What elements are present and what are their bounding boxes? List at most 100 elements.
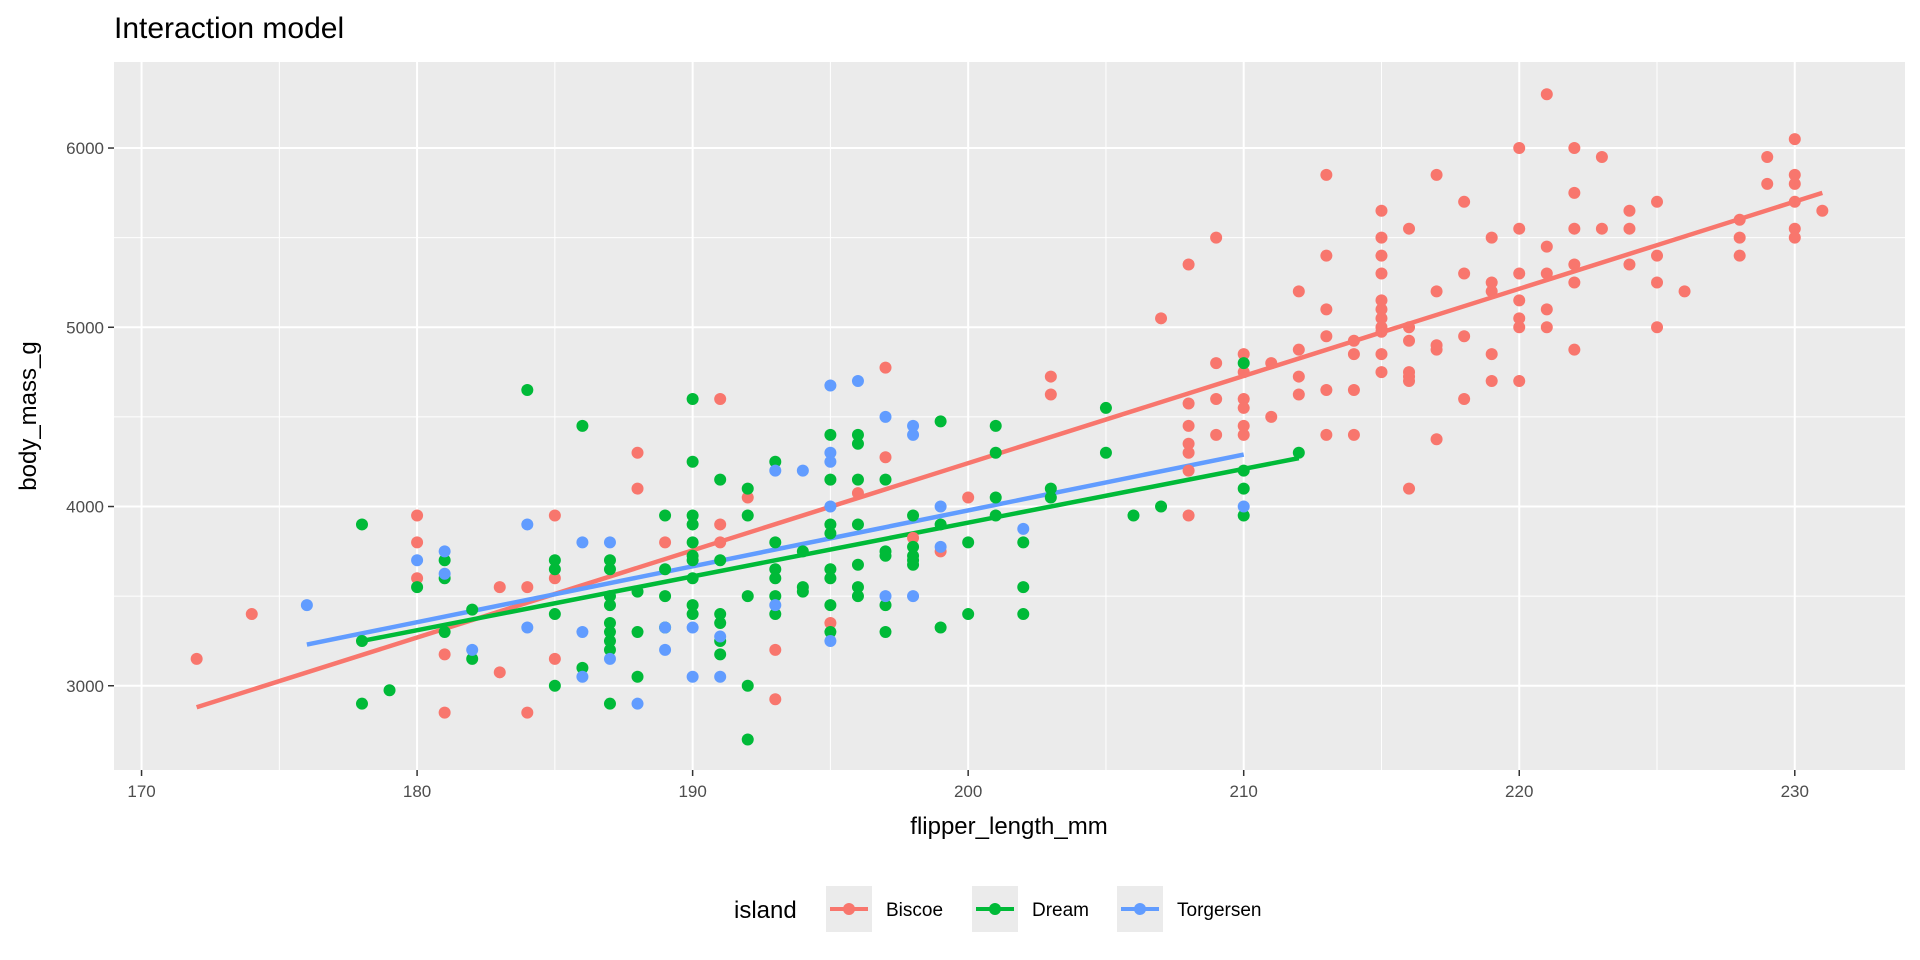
data-point-biscoe <box>521 706 534 719</box>
data-point-biscoe <box>1375 267 1388 280</box>
data-point-dream <box>934 621 947 634</box>
data-point-biscoe <box>1513 375 1526 388</box>
data-point-dream <box>714 648 727 661</box>
data-point-torgersen <box>1017 522 1030 535</box>
data-point-biscoe <box>1375 348 1388 361</box>
data-point-dream <box>1017 608 1030 621</box>
data-point-dream <box>824 527 837 540</box>
data-point-dream <box>411 581 424 594</box>
data-point-biscoe <box>1733 231 1746 244</box>
data-point-dream <box>1099 446 1112 459</box>
data-point-biscoe <box>1540 303 1553 316</box>
data-point-dream <box>686 392 699 405</box>
data-point-biscoe <box>659 536 672 549</box>
data-point-dream <box>603 625 616 638</box>
data-point-dream <box>769 563 782 576</box>
legend-key-point <box>989 903 1001 915</box>
data-point-dream <box>659 563 672 576</box>
data-point-biscoe <box>1347 334 1360 347</box>
data-point-biscoe <box>1403 222 1416 235</box>
data-point-biscoe <box>1788 195 1801 208</box>
data-point-dream <box>686 536 699 549</box>
data-point-dream <box>851 558 864 571</box>
data-point-torgersen <box>907 590 920 603</box>
data-point-torgersen <box>466 643 479 656</box>
data-point-biscoe <box>1265 410 1278 423</box>
data-point-biscoe <box>1430 433 1443 446</box>
data-point-biscoe <box>1375 204 1388 217</box>
data-point-dream <box>1044 482 1057 495</box>
data-point-torgersen <box>714 630 727 643</box>
data-point-dream <box>603 599 616 612</box>
data-point-biscoe <box>1568 142 1581 155</box>
data-point-torgersen <box>879 590 892 603</box>
data-point-biscoe <box>1320 303 1333 316</box>
data-point-dream <box>741 482 754 495</box>
data-point-biscoe <box>1237 419 1250 432</box>
data-point-biscoe <box>1182 464 1195 477</box>
data-point-dream <box>824 518 837 531</box>
data-point-biscoe <box>1485 231 1498 244</box>
data-point-dream <box>466 603 479 616</box>
data-point-dream <box>879 549 892 562</box>
data-point-dream <box>989 491 1002 504</box>
data-points <box>190 88 1829 746</box>
data-point-biscoe <box>1210 392 1223 405</box>
data-point-torgersen <box>796 464 809 477</box>
y-tick-label: 3000 <box>66 677 104 696</box>
legend-title: island <box>734 897 797 924</box>
data-point-biscoe <box>1265 357 1278 370</box>
data-point-biscoe <box>962 491 975 504</box>
data-point-dream <box>741 733 754 746</box>
data-point-dream <box>824 625 837 638</box>
data-point-biscoe <box>1210 357 1223 370</box>
y-axis-title: body_mass_g <box>15 341 42 490</box>
data-point-dream <box>1237 464 1250 477</box>
data-point-biscoe <box>1788 168 1801 181</box>
data-point-torgersen <box>603 652 616 665</box>
data-point-dream <box>907 558 920 571</box>
data-point-dream <box>824 473 837 486</box>
data-point-torgersen <box>851 375 864 388</box>
data-point-dream <box>355 518 368 531</box>
data-point-torgersen <box>659 621 672 634</box>
data-point-biscoe <box>1237 366 1250 379</box>
data-point-biscoe <box>1540 321 1553 334</box>
data-point-biscoe <box>1044 370 1057 383</box>
data-point-dream <box>438 625 451 638</box>
data-point-dream <box>714 608 727 621</box>
data-point-biscoe <box>1513 321 1526 334</box>
data-point-torgersen <box>576 536 589 549</box>
data-point-biscoe <box>1237 401 1250 414</box>
data-point-torgersen <box>879 410 892 423</box>
data-point-dream <box>631 585 644 598</box>
data-point-dream <box>879 599 892 612</box>
data-point-torgersen <box>686 670 699 683</box>
data-point-biscoe <box>1403 482 1416 495</box>
data-point-dream <box>851 581 864 594</box>
data-point-biscoe <box>1788 222 1801 235</box>
data-point-biscoe <box>1485 285 1498 298</box>
data-point-biscoe <box>1210 231 1223 244</box>
data-point-biscoe <box>411 572 424 585</box>
data-point-biscoe <box>1513 312 1526 325</box>
data-point-biscoe <box>1513 222 1526 235</box>
data-point-dream <box>1237 509 1250 522</box>
data-point-biscoe <box>769 693 782 706</box>
legend-label-torgersen: Torgersen <box>1177 900 1262 921</box>
data-point-dream <box>851 473 864 486</box>
data-point-biscoe <box>1568 258 1581 271</box>
data-point-biscoe <box>1430 285 1443 298</box>
data-point-torgersen <box>300 599 313 612</box>
data-point-biscoe <box>1347 428 1360 441</box>
x-tick-label: 200 <box>954 782 982 801</box>
data-point-biscoe <box>411 509 424 522</box>
data-point-dream <box>686 599 699 612</box>
data-point-biscoe <box>1568 276 1581 289</box>
data-point-dream <box>934 415 947 428</box>
data-point-dream <box>907 509 920 522</box>
data-point-torgersen <box>907 419 920 432</box>
data-point-biscoe <box>1595 150 1608 163</box>
minor-gridlines <box>114 62 1905 770</box>
